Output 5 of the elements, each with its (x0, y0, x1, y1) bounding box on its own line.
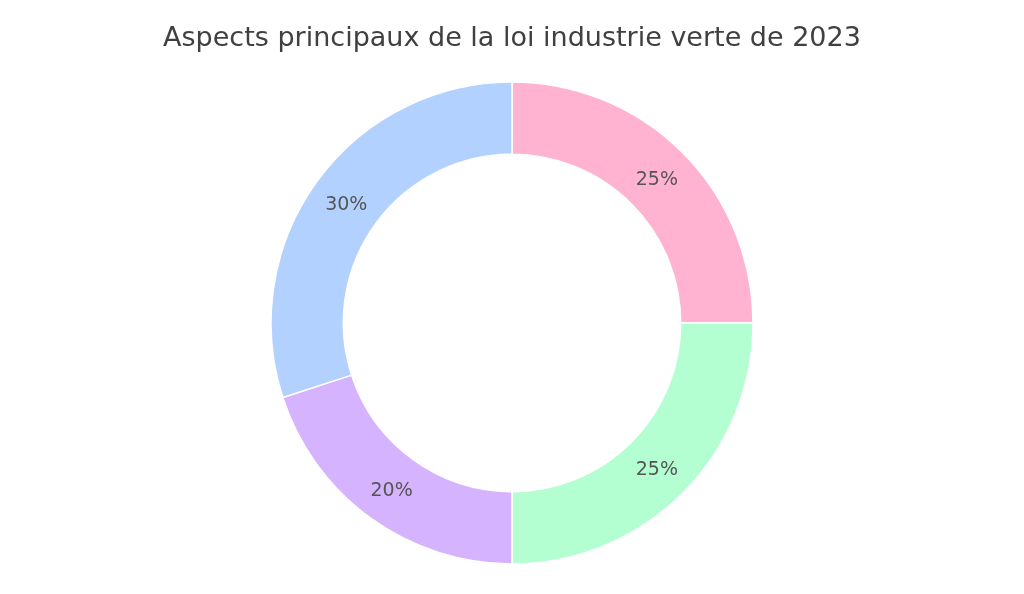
data-label: 20% (370, 477, 413, 500)
data-label: 30% (325, 191, 368, 214)
data-label: 25% (635, 167, 678, 190)
chart-title: Aspects principaux de la loi industrie verte de 2023 (163, 20, 861, 52)
data-label: 25% (635, 456, 678, 479)
